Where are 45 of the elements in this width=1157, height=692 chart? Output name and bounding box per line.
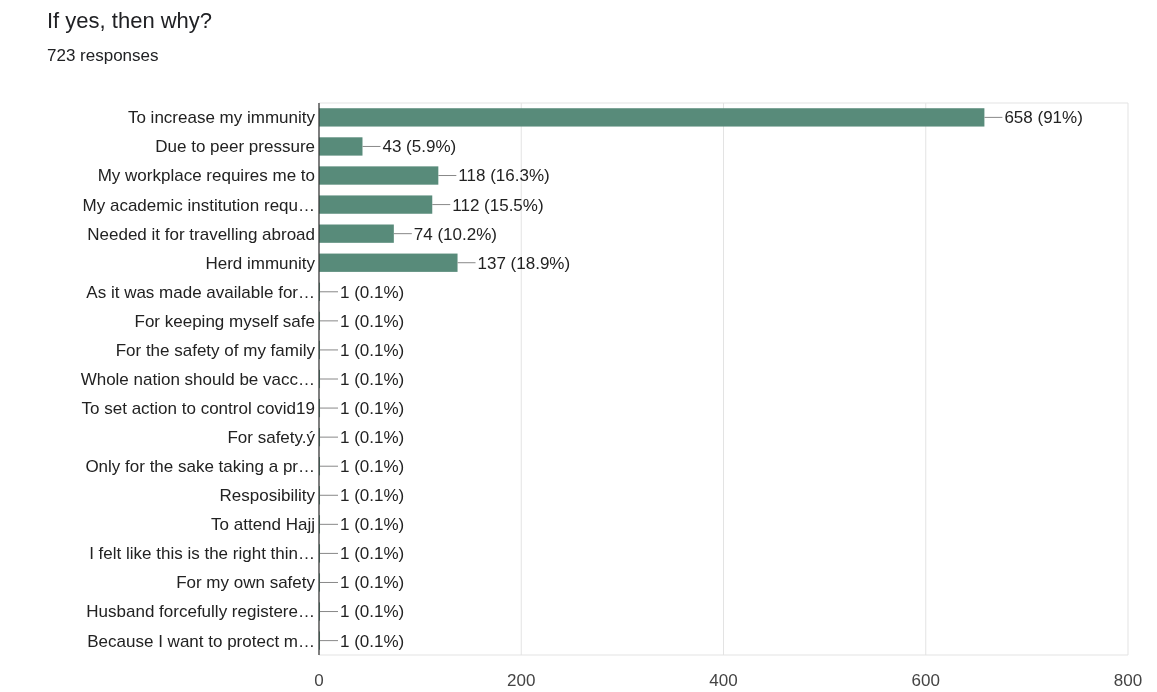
y-tick-label: Husband forcefully registere…: [86, 602, 315, 622]
data-label: 1 (0.1%): [340, 399, 405, 419]
y-tick-label: Because I want to protect m…: [87, 631, 315, 651]
y-tick-label: My academic institution requ…: [82, 195, 315, 215]
data-label: 658 (91%): [1004, 108, 1083, 128]
y-tick-label: For keeping myself safe: [134, 311, 315, 331]
y-tick-label: To attend Hajj: [211, 515, 315, 535]
data-label: 1 (0.1%): [340, 369, 405, 389]
data-label: 1 (0.1%): [340, 515, 405, 535]
data-label: 1 (0.1%): [340, 631, 405, 651]
data-label: 1 (0.1%): [340, 486, 405, 506]
y-tick-label: To increase my immunity: [127, 108, 316, 128]
x-tick-label: 800: [1113, 671, 1143, 690]
y-tick-label: I felt like this is the right thin…: [89, 544, 315, 564]
data-label: 137 (18.9%): [477, 253, 571, 273]
x-tick-label: 600: [911, 671, 940, 690]
y-tick-label: Herd immunity: [205, 253, 316, 273]
data-label: 1 (0.1%): [340, 573, 405, 593]
y-tick-label: For safety.ý: [227, 428, 316, 448]
y-tick-label: Due to peer pressure: [155, 137, 315, 157]
x-tick-label: 200: [507, 671, 536, 690]
y-tick-label: To set action to control covid19: [81, 399, 315, 419]
y-tick-label: Needed it for travelling abroad: [87, 224, 315, 244]
data-label: 1 (0.1%): [340, 428, 405, 448]
data-label: 118 (16.3%): [458, 166, 550, 186]
y-tick-label: Whole nation should be vacc…: [80, 369, 315, 389]
data-label: 1 (0.1%): [340, 282, 405, 302]
data-label: 1 (0.1%): [340, 457, 405, 477]
data-label: 1 (0.1%): [340, 602, 405, 622]
data-label: 1 (0.1%): [340, 340, 405, 360]
data-label: 43 (5.9%): [382, 137, 457, 157]
x-tick-label: 400: [709, 671, 738, 690]
x-tick-label: 0: [314, 671, 324, 690]
text: 723 responses: [47, 46, 159, 65]
data-label: 1 (0.1%): [340, 544, 405, 564]
y-tick-label: Resposibility: [219, 486, 316, 506]
y-tick-label: For my own safety: [176, 573, 316, 593]
data-label: 1 (0.1%): [340, 311, 405, 331]
text: If yes, then why?: [47, 8, 213, 33]
y-tick-label: As it was made available for…: [86, 282, 315, 302]
data-label: 112 (15.5%): [452, 195, 544, 215]
y-tick-label: Only for the sake taking a pr…: [85, 457, 315, 477]
y-tick-label: My workplace requires me to: [97, 166, 315, 186]
y-tick-label: For the safety of my family: [115, 340, 316, 360]
data-label: 74 (10.2%): [413, 224, 497, 244]
